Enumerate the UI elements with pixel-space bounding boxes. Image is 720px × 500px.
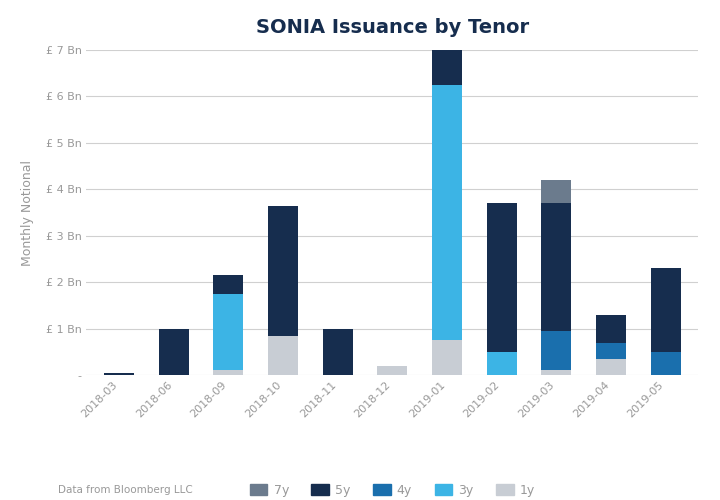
Legend: 7y, 5y, 4y, 3y, 1y: 7y, 5y, 4y, 3y, 1y bbox=[245, 479, 540, 500]
Title: SONIA Issuance by Tenor: SONIA Issuance by Tenor bbox=[256, 18, 529, 38]
Bar bbox=[323, 328, 353, 375]
Y-axis label: Monthly Notional: Monthly Notional bbox=[22, 160, 35, 266]
Bar bbox=[213, 370, 243, 375]
Bar bbox=[432, 32, 462, 85]
Bar bbox=[651, 352, 680, 375]
Text: Data from Bloomberg LLC: Data from Bloomberg LLC bbox=[58, 485, 192, 495]
Bar bbox=[541, 180, 572, 203]
Bar bbox=[541, 203, 572, 331]
Bar bbox=[596, 342, 626, 359]
Bar bbox=[541, 370, 572, 375]
Bar bbox=[268, 336, 298, 375]
Bar bbox=[377, 366, 408, 375]
Bar bbox=[432, 340, 462, 375]
Bar bbox=[487, 203, 517, 352]
Bar bbox=[213, 294, 243, 370]
Bar bbox=[541, 331, 572, 370]
Bar bbox=[213, 275, 243, 293]
Bar bbox=[104, 372, 134, 375]
Bar bbox=[596, 314, 626, 342]
Bar bbox=[159, 328, 189, 375]
Bar bbox=[432, 85, 462, 340]
Bar bbox=[487, 352, 517, 375]
Bar bbox=[268, 206, 298, 336]
Bar bbox=[651, 268, 680, 352]
Bar bbox=[596, 359, 626, 375]
